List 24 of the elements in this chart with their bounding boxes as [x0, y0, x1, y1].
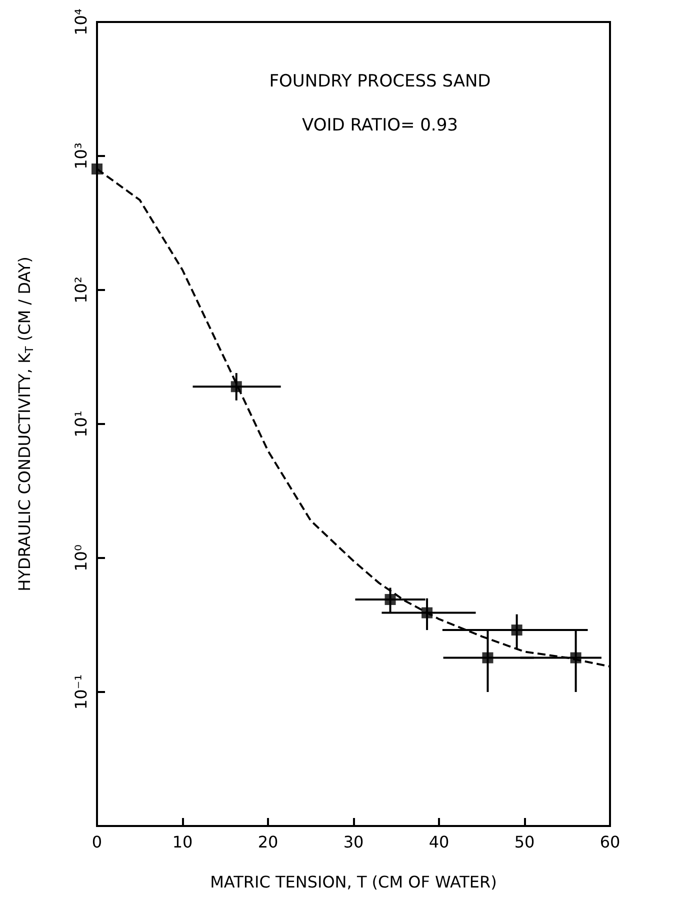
x-tick-label: 50: [514, 832, 535, 852]
x-tick-label: 10: [172, 832, 193, 852]
point: [230, 381, 242, 392]
point: [570, 652, 582, 664]
text: VOID RATIO= 0.93: [302, 116, 458, 136]
point: [511, 624, 522, 636]
x-tick-label: 40: [428, 832, 450, 852]
x-axis-title: MATRIC TENSION, T (CM OF WATER): [210, 872, 497, 892]
x-tick-label: 30: [343, 832, 364, 852]
text: FOUNDRY PROCESS SAND: [269, 72, 491, 92]
point: [92, 163, 102, 174]
point: [422, 607, 433, 618]
y-tick-label: 10⁰: [72, 544, 90, 572]
point: [384, 594, 396, 606]
y-tick-label: 10³: [72, 142, 90, 170]
y-tick-label: 10²: [72, 276, 90, 304]
y-tick-label: 10¹: [72, 410, 90, 438]
y-tick-label: 10⁴: [72, 8, 90, 36]
x-tick-label: 60: [600, 832, 620, 852]
x-tick-label: 0: [92, 832, 102, 852]
point: [482, 652, 494, 664]
y-axis-title: HYDRAULIC CONDUCTIVITY, KT (CM / DAY): [15, 256, 36, 592]
x-tick-label: 20: [258, 832, 278, 852]
y-tick-label: 10⁻¹: [72, 674, 90, 710]
